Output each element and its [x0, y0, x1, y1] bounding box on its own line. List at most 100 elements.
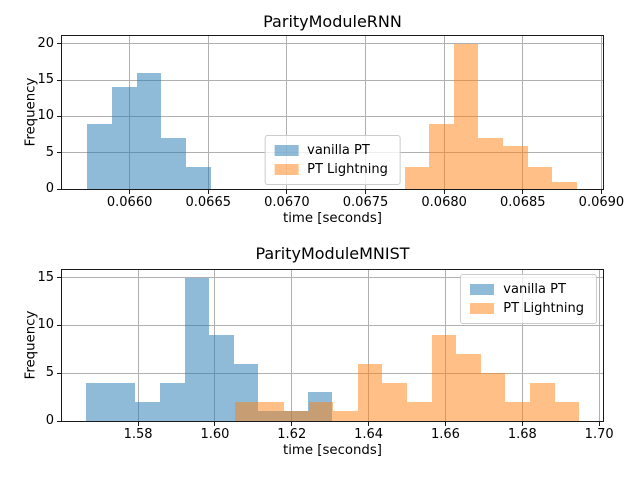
- x-tick-mark: [522, 190, 524, 194]
- x-tick-mark: [286, 190, 288, 194]
- x-tick-mark: [444, 422, 446, 426]
- histogram-bar-vanilla-pt: [136, 72, 162, 189]
- x-tick-mark: [521, 422, 523, 426]
- x-tick-label: 0.0690: [578, 195, 625, 210]
- legend: vanilla PT PT Lightning: [460, 274, 597, 324]
- x-tick-mark: [291, 422, 293, 426]
- gridline-vertical: [286, 36, 288, 189]
- y-tick-mark: [57, 277, 61, 279]
- histogram-bar-vanilla-pt: [185, 167, 211, 189]
- gridline-vertical: [600, 36, 602, 189]
- histogram-bar-vanilla-pt: [111, 87, 137, 189]
- x-tick-label: 0.0660: [106, 195, 153, 210]
- y-tick-mark: [57, 324, 61, 326]
- x-tick-mark: [207, 190, 209, 194]
- gridline-horizontal: [62, 43, 603, 45]
- y-tick-mark: [57, 188, 61, 190]
- x-tick-label: 1.70: [584, 427, 614, 442]
- x-tick-mark: [368, 422, 370, 426]
- legend-patch-vanilla-pt: [470, 284, 495, 295]
- x-axis-label-rnn: time [seconds]: [283, 211, 382, 226]
- y-tick-label: 0: [45, 181, 54, 196]
- x-tick-label: 0.0680: [421, 195, 467, 210]
- x-tick-mark: [600, 190, 602, 194]
- legend-row: PT Lightning: [274, 160, 388, 179]
- histogram-bar-pt-lightning: [284, 411, 309, 421]
- histogram-bar-pt-lightning: [456, 354, 481, 421]
- legend-label: vanilla PT: [307, 143, 370, 158]
- histogram-bar-pt-lightning: [333, 411, 358, 421]
- histogram-bar-pt-lightning: [529, 382, 555, 421]
- legend-row: vanilla PT: [274, 141, 388, 160]
- x-tick-mark: [443, 190, 445, 194]
- x-tick-label: 1.62: [277, 427, 307, 442]
- histogram-bar-pt-lightning: [527, 167, 553, 189]
- gridline-horizontal: [62, 79, 603, 81]
- y-tick-label: 20: [37, 35, 54, 51]
- histogram-bar-pt-lightning: [480, 373, 506, 421]
- histogram-bar-pt-lightning: [505, 401, 530, 421]
- x-tick-mark: [365, 190, 367, 194]
- gridline-vertical: [365, 36, 367, 189]
- y-tick-mark: [57, 152, 61, 154]
- histogram-bar-vanilla-pt: [184, 277, 210, 421]
- legend-patch-pt-lightning: [470, 303, 495, 314]
- legend-patch-vanilla-pt: [274, 145, 299, 156]
- x-tick-label: 1.68: [507, 427, 537, 442]
- y-tick-label: 0: [45, 413, 54, 428]
- histogram-bar-pt-lightning: [407, 401, 432, 421]
- histogram-bar-pt-lightning: [382, 382, 408, 421]
- y-tick-label: 15: [37, 72, 54, 88]
- x-tick-label: 1.60: [200, 427, 230, 442]
- x-tick-label: 0.0670: [264, 195, 310, 210]
- gridline-vertical: [137, 270, 139, 421]
- legend: vanilla PT PT Lightning: [264, 135, 401, 185]
- y-tick-mark: [57, 115, 61, 117]
- histogram-bar-pt-lightning: [259, 401, 285, 421]
- x-tick-label: 0.0685: [500, 195, 546, 210]
- x-tick-mark: [598, 422, 600, 426]
- y-tick-mark: [57, 43, 61, 45]
- histogram-bar-pt-lightning: [502, 145, 528, 189]
- x-tick-label: 0.0675: [342, 195, 389, 210]
- histogram-bar-pt-lightning: [554, 401, 580, 421]
- legend-row: vanilla PT: [470, 280, 584, 299]
- legend-label: PT Lightning: [503, 301, 584, 316]
- y-tick-mark: [57, 79, 61, 81]
- y-tick-label: 10: [37, 317, 54, 333]
- y-tick-label: 15: [37, 269, 54, 285]
- y-tick-label: 5: [45, 144, 54, 160]
- gridline-vertical: [368, 270, 370, 421]
- histogram-bar-pt-lightning: [431, 335, 457, 421]
- histogram-bar-vanilla-pt: [159, 382, 185, 421]
- histogram-bar-pt-lightning: [357, 363, 383, 421]
- x-tick-label: 1.58: [123, 427, 153, 442]
- x-tick-label: 1.64: [354, 427, 384, 442]
- x-tick-label: 0.0665: [185, 195, 232, 210]
- y-tick-mark: [57, 372, 61, 374]
- histogram-bar-vanilla-pt: [135, 401, 160, 421]
- histogram-bar-vanilla-pt: [87, 123, 112, 189]
- gridline-horizontal: [62, 324, 603, 326]
- x-tick-mark: [137, 422, 139, 426]
- histogram-bar-pt-lightning: [453, 43, 479, 189]
- histogram-bar-pt-lightning: [404, 167, 430, 189]
- gridline-vertical: [522, 36, 524, 189]
- histogram-bar-pt-lightning: [308, 401, 334, 421]
- histogram-bar-pt-lightning: [478, 138, 503, 189]
- gridline-vertical: [291, 270, 293, 421]
- histogram-bar-vanilla-pt: [110, 382, 136, 421]
- gridline-vertical: [443, 36, 445, 189]
- x-tick-mark: [214, 422, 216, 426]
- gridline-vertical: [598, 270, 600, 421]
- x-tick-mark: [129, 190, 131, 194]
- chart-title-parity-module-mnist: ParityModuleMNIST: [255, 244, 410, 263]
- y-tick-label: 5: [45, 365, 54, 381]
- histogram-bar-pt-lightning: [234, 401, 260, 421]
- histogram-bar-vanilla-pt: [86, 382, 111, 421]
- gridline-horizontal: [62, 115, 603, 117]
- histogram-bar-vanilla-pt: [161, 138, 186, 189]
- x-tick-label: 1.66: [430, 427, 460, 442]
- histogram-bar-pt-lightning: [552, 181, 577, 189]
